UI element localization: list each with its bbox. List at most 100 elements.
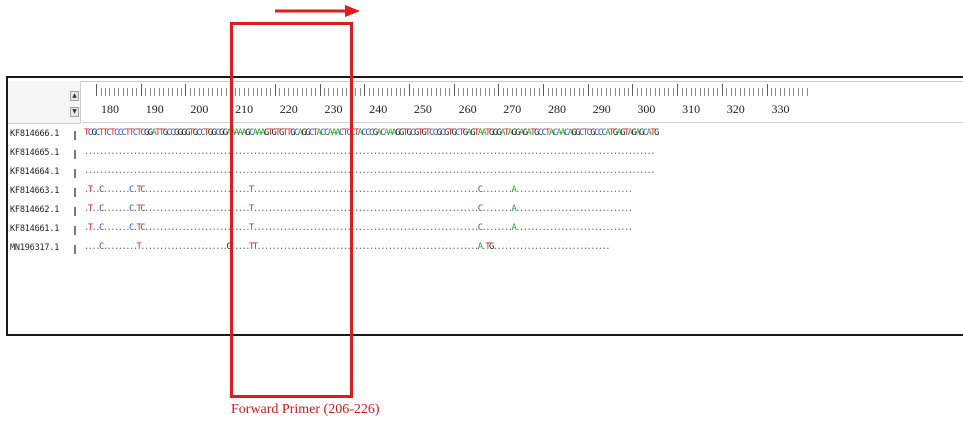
ruler-minor-tick (476, 88, 477, 96)
ruler-major-tick (766, 84, 768, 96)
ruler-minor-tick (292, 88, 294, 96)
ruler-minor-tick (122, 88, 124, 96)
ruler-minor-tick (127, 88, 129, 96)
ruler-minor-tick (753, 88, 755, 96)
ruler-minor-tick (288, 88, 290, 96)
ruler-minor-tick (551, 88, 553, 96)
ruler-minor-tick (471, 88, 473, 96)
ruler-position-label: 180 (101, 102, 119, 116)
scroll-down-arrow-icon[interactable]: ▼ (70, 107, 79, 117)
sequence-accession-label[interactable]: KF814664.1 (10, 167, 60, 177)
ruler-minor-tick (131, 88, 133, 96)
ruler-minor-tick (377, 88, 379, 96)
ruler-minor-tick (221, 88, 223, 96)
row-separator (74, 226, 76, 235)
ruler-position-label: 220 (279, 102, 298, 116)
ruler-minor-tick (565, 88, 567, 96)
sequence-accession-label[interactable]: KF814666.1 (10, 129, 60, 139)
primer-direction-arrow-icon (275, 5, 360, 17)
ruler-minor-tick (511, 88, 513, 96)
ruler-minor-tick (391, 88, 392, 96)
sequence-accession-label[interactable]: KF814661.1 (10, 224, 60, 234)
ruler-position-label: 270 (503, 102, 522, 116)
ruler-minor-tick (650, 88, 652, 96)
ruler-major-tick (274, 84, 276, 96)
ruler-position-label: 320 (726, 102, 745, 116)
ruler-minor-tick (310, 88, 312, 96)
ruler-minor-tick (324, 88, 325, 96)
ruler-minor-tick (690, 88, 692, 96)
sequence-residues: ........................................… (84, 147, 655, 157)
ruler-position-label: 190 (145, 102, 164, 116)
ruler-minor-tick (248, 88, 249, 96)
ruler-major-tick (721, 84, 723, 96)
ruler-minor-tick (623, 88, 625, 96)
row-separator (74, 131, 76, 140)
sequence-accession-label[interactable]: KF814662.1 (10, 205, 60, 215)
ruler-minor-tick (793, 88, 795, 96)
ruler-minor-tick (404, 88, 406, 96)
ruler-minor-tick (717, 88, 719, 96)
ruler-minor-tick (198, 88, 200, 96)
ruler-minor-tick (431, 88, 433, 96)
ruler-position-label: 200 (190, 102, 209, 116)
ruler-minor-tick (659, 88, 661, 96)
sequence-accession-label[interactable]: MN196317.1 (10, 243, 60, 253)
ruler-minor-tick (386, 88, 388, 96)
ruler-major-tick (408, 84, 410, 96)
ruler-minor-tick (596, 88, 598, 96)
ruler-position-label: 210 (235, 102, 254, 116)
ruler-minor-tick (189, 88, 191, 96)
sequence-residues: .T..C.......C.TC........................… (84, 204, 633, 214)
ruler-minor-tick (779, 88, 781, 96)
ruler-minor-tick (507, 88, 509, 96)
ruler-minor-tick (212, 88, 214, 96)
ruler-major-tick (364, 84, 366, 96)
ruler-minor-tick (605, 88, 607, 96)
ruler-minor-tick (149, 88, 151, 96)
ruler-major-tick (498, 84, 500, 96)
ruler-minor-tick (726, 88, 728, 96)
ruler-position-label: 260 (458, 102, 477, 116)
ruler-minor-tick (216, 88, 218, 96)
sequence-row: KF814664.1..............................… (8, 164, 963, 183)
ruler-minor-tick (654, 88, 656, 96)
sequence-accession-label[interactable]: KF814663.1 (10, 186, 60, 196)
ruler-minor-tick (601, 88, 603, 96)
row-separator (74, 207, 76, 216)
ruler-minor-tick (449, 88, 451, 96)
ruler-minor-tick (556, 88, 558, 96)
ruler-minor-tick (708, 88, 710, 96)
ruler-minor-tick (440, 88, 442, 96)
ruler-corner-panel: ▲ ▼ (8, 81, 81, 124)
ruler-minor-tick (502, 88, 504, 96)
scroll-up-arrow-icon[interactable]: ▲ (70, 91, 79, 101)
ruler-minor-tick (788, 88, 790, 96)
ruler-minor-tick (444, 88, 446, 96)
ruler-minor-tick (332, 88, 334, 96)
ruler-minor-tick (279, 88, 281, 96)
forward-primer-highlight-box (230, 22, 353, 398)
forward-primer-label: Forward Primer (206-226) (231, 402, 380, 417)
ruler-minor-tick (395, 88, 397, 96)
ruler-minor-tick (663, 88, 665, 96)
sequence-accession-label[interactable]: KF814665.1 (10, 148, 60, 158)
ruler-minor-tick (337, 88, 339, 96)
row-separator (74, 188, 76, 197)
ruler-position-label: 240 (369, 102, 388, 116)
ruler-minor-tick (113, 88, 115, 96)
sequence-row: MN196317.1 ....C.........T...............… (8, 240, 963, 259)
ruler-major-tick (587, 84, 589, 96)
ruler-minor-tick (610, 88, 612, 96)
ruler-minor-tick (681, 88, 683, 96)
ruler-minor-tick (645, 88, 647, 96)
row-separator (74, 245, 76, 254)
ruler-minor-tick (574, 88, 576, 96)
ruler-minor-tick (422, 88, 424, 96)
sequence-row: KF814665.1..............................… (8, 145, 963, 164)
position-ruler: 180 190 200 210 220 230 240 250 260 270 280 290 300 3… (82, 82, 963, 123)
ruler-minor-tick (739, 88, 741, 96)
ruler-minor-tick (529, 88, 531, 96)
ruler-minor-tick (328, 88, 330, 96)
ruler-minor-tick (180, 88, 182, 96)
